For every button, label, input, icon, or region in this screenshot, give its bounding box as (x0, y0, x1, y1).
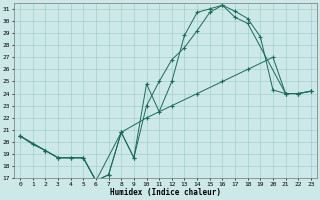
X-axis label: Humidex (Indice chaleur): Humidex (Indice chaleur) (110, 188, 221, 197)
